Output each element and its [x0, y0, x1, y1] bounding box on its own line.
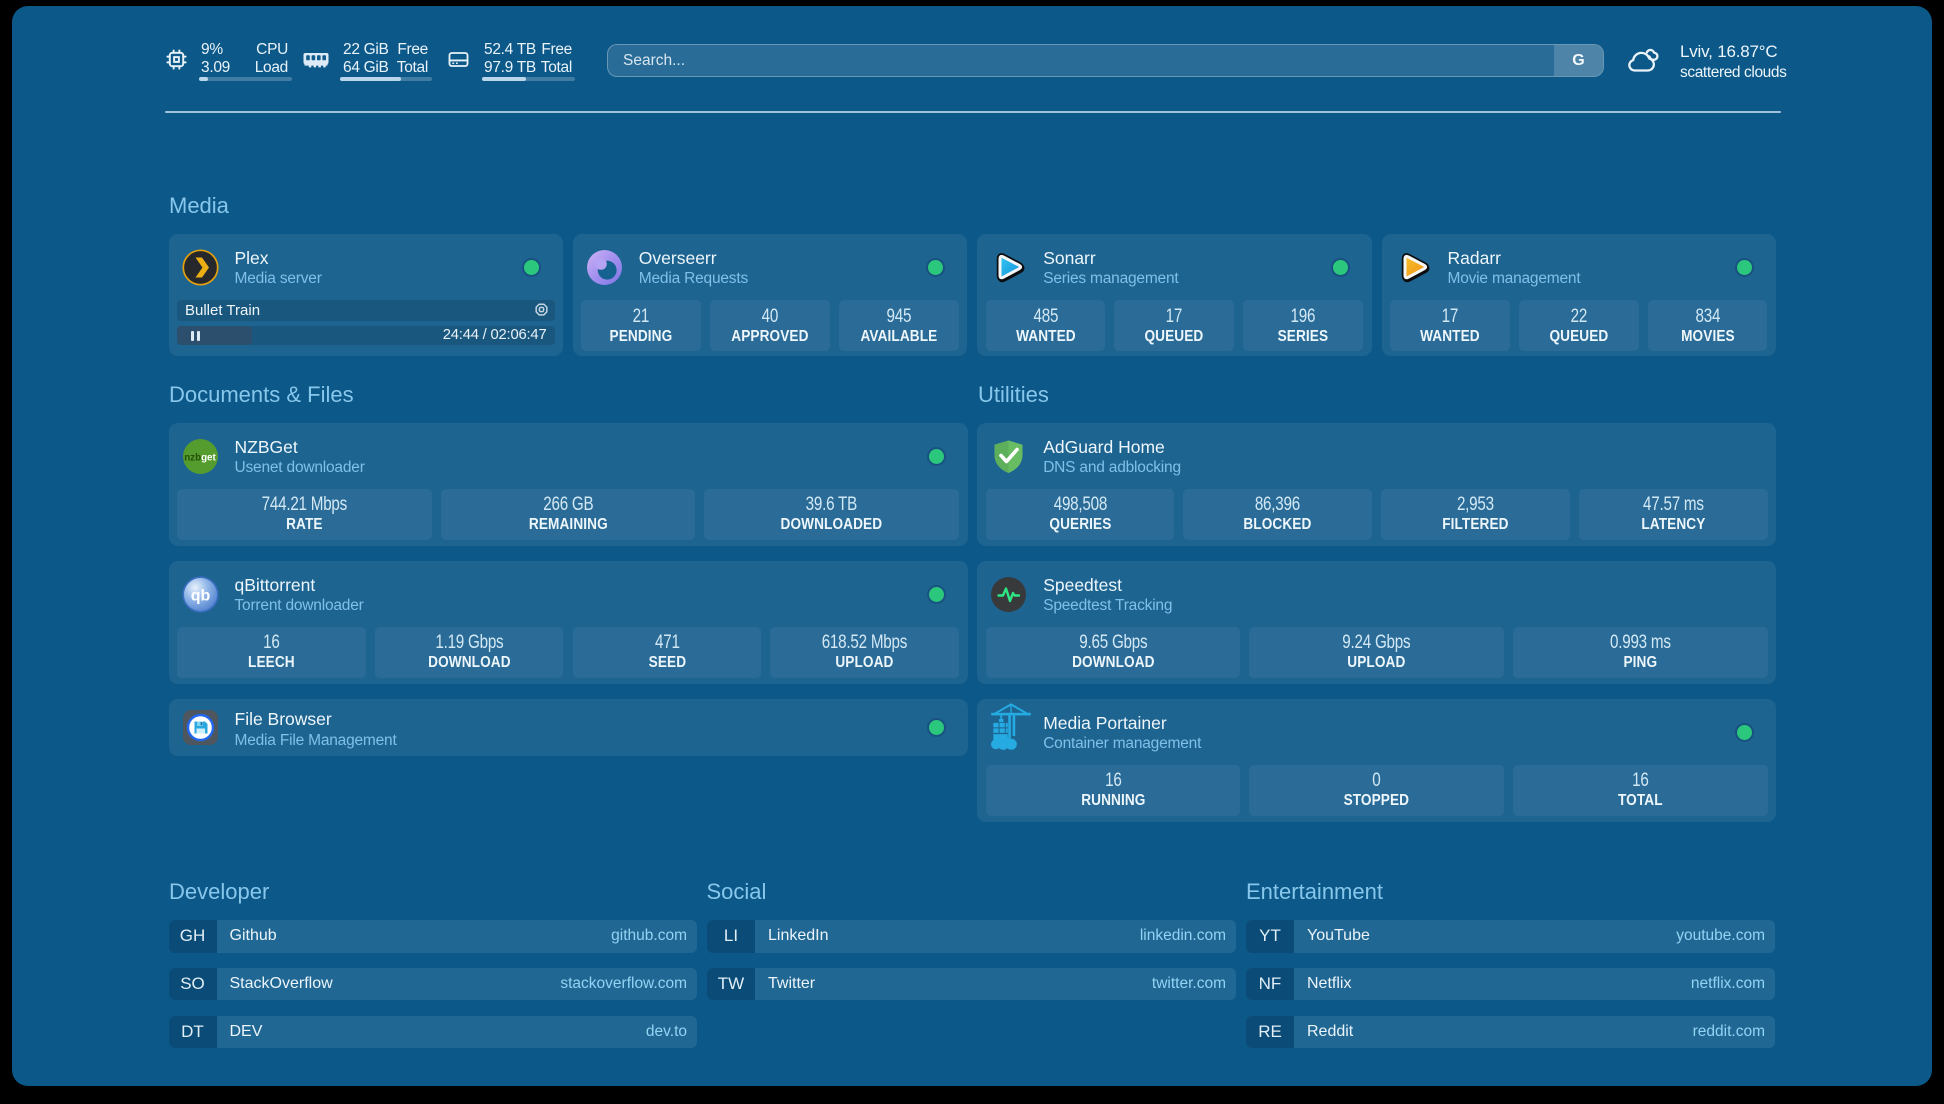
svg-text:qb: qb: [190, 587, 210, 604]
svg-text:nzbget: nzbget: [184, 452, 216, 463]
